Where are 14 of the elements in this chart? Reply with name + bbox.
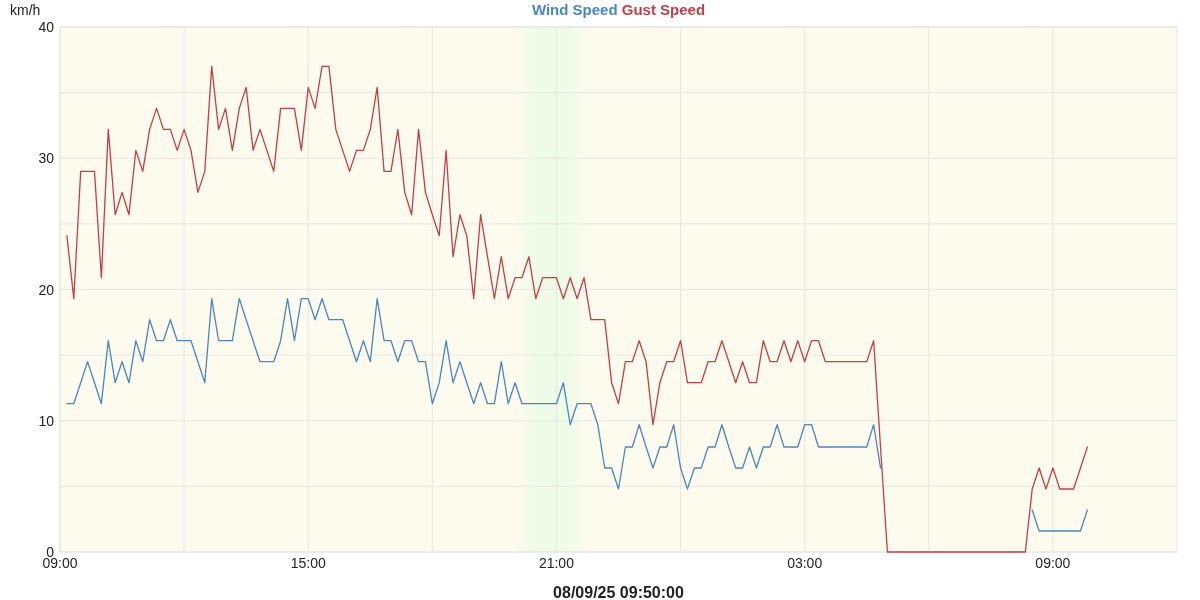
x-tick-label: 09:00	[1035, 555, 1071, 571]
x-tick-label: 03:00	[787, 555, 823, 571]
y-tick-label: 10	[38, 412, 55, 429]
y-tick-label: 0	[46, 544, 55, 560]
x-tick-label: 21:00	[538, 555, 575, 571]
y-tick-label: 40	[38, 19, 55, 35]
y-axis-title: km/h	[10, 2, 41, 18]
text: Gust Speed	[617, 1, 706, 18]
line-series	[66, 65, 1089, 553]
x-axis-title: 08/09/25 09:50:00	[553, 584, 684, 600]
text: Wind Speed	[531, 1, 618, 18]
y-tick-label: 20	[38, 281, 55, 298]
y-tick-label: 30	[38, 150, 55, 167]
x-tick-label: 15:00	[290, 555, 326, 571]
